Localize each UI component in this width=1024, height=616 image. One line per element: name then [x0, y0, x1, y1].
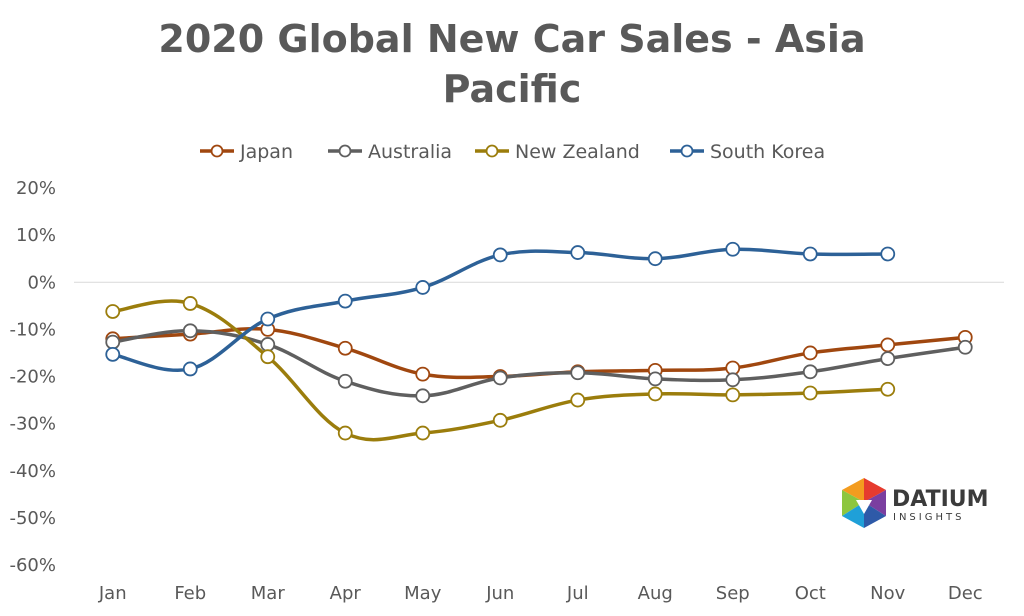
data-point [570, 392, 586, 408]
data-point [802, 385, 818, 401]
data-point [957, 339, 973, 355]
data-point [492, 370, 508, 386]
y-tick-label: 20% [16, 178, 56, 199]
legend-item: Australia [328, 141, 452, 163]
data-point [647, 371, 663, 387]
data-point [725, 387, 741, 403]
legend-swatch-marker [210, 144, 224, 158]
data-point [260, 337, 276, 352]
datium-insights-logo: DATIUM INSIGHTS [842, 478, 989, 528]
data-point [880, 337, 896, 353]
series-line [111, 247, 890, 372]
data-point [415, 366, 431, 382]
logo-name: DATIUM [892, 487, 989, 512]
y-tick-label: -30% [9, 414, 56, 435]
logo-facet-purple [864, 490, 886, 516]
data-point [260, 311, 276, 327]
data-point [802, 246, 818, 262]
y-tick-label: -20% [9, 367, 56, 388]
data-point [492, 247, 508, 263]
data-point [415, 280, 431, 295]
legend-swatch-marker [680, 144, 694, 158]
series-markers [105, 241, 973, 441]
x-tick-label: May [404, 583, 442, 604]
legend-label: Australia [368, 141, 452, 163]
legend-item: South Korea [670, 141, 825, 163]
data-point [337, 425, 353, 441]
data-point [105, 304, 121, 319]
y-tick-label: -10% [9, 319, 56, 340]
logo-facet-green [842, 490, 864, 516]
chart-title: 2020 Global New Car Sales - Asia Pacific [0, 14, 1024, 114]
data-point [647, 251, 663, 267]
legend-label: Japan [239, 141, 293, 163]
series-lines [111, 247, 967, 442]
legend-label: New Zealand [515, 141, 640, 163]
x-tick-label: Jan [98, 583, 127, 604]
legend-item: Japan [200, 141, 293, 163]
x-tick-label: Apr [330, 583, 362, 604]
logo-facet-center [856, 500, 872, 514]
x-tick-label: Jun [485, 583, 514, 604]
logo-facet-red [864, 478, 886, 502]
x-tick-label: Dec [948, 583, 983, 604]
data-point [492, 412, 508, 428]
y-axis: 20% 10% 0% -10% -20% -30% -40% -50% -60% [9, 178, 56, 576]
data-point [337, 373, 353, 389]
y-tick-label: -50% [9, 508, 56, 529]
legend-label: South Korea [710, 141, 825, 163]
data-point [182, 296, 198, 311]
data-point [880, 381, 896, 397]
x-axis: Jan Feb Mar Apr May Jun Jul Aug Sep Oct Nov Dec [98, 583, 983, 604]
data-point [415, 388, 431, 404]
data-point [802, 345, 818, 361]
logo-facet-navy [864, 502, 886, 528]
data-point [182, 323, 198, 339]
legend: Japan Australia New Zealand South Korea [200, 141, 825, 163]
x-tick-label: Oct [795, 583, 826, 604]
x-tick-label: Feb [174, 583, 206, 604]
logo-facet-orange [842, 478, 864, 502]
chart-title-line2: Pacific [442, 67, 582, 111]
chart-title-line1: 2020 Global New Car Sales - Asia [158, 17, 866, 61]
x-tick-label: Mar [251, 583, 286, 604]
data-point [570, 365, 586, 381]
data-point [570, 245, 586, 260]
y-tick-label: -60% [9, 555, 56, 576]
y-tick-label: -40% [9, 461, 56, 482]
data-point [880, 351, 896, 366]
x-tick-label: Aug [638, 583, 673, 604]
data-point [880, 246, 896, 262]
data-point [337, 293, 353, 309]
legend-swatch-marker [338, 144, 352, 158]
series-line [111, 299, 890, 442]
data-point [415, 425, 431, 441]
data-point [725, 372, 741, 388]
data-point [802, 364, 818, 380]
x-tick-label: Jul [566, 583, 589, 604]
y-tick-label: 0% [27, 272, 56, 293]
logo-subtitle: INSIGHTS [893, 512, 964, 523]
data-point [647, 386, 663, 402]
data-point [725, 241, 741, 257]
data-point [260, 349, 276, 365]
legend-swatch-marker [485, 144, 499, 158]
y-tick-label: 10% [16, 225, 56, 246]
data-point [105, 334, 121, 350]
x-tick-label: Nov [870, 583, 905, 604]
data-point [182, 361, 198, 377]
x-tick-label: Sep [716, 583, 750, 604]
series-line [111, 329, 967, 398]
logo-facet-blue [842, 502, 864, 528]
data-point [337, 340, 353, 356]
legend-item: New Zealand [475, 141, 640, 163]
data-point [105, 346, 121, 362]
